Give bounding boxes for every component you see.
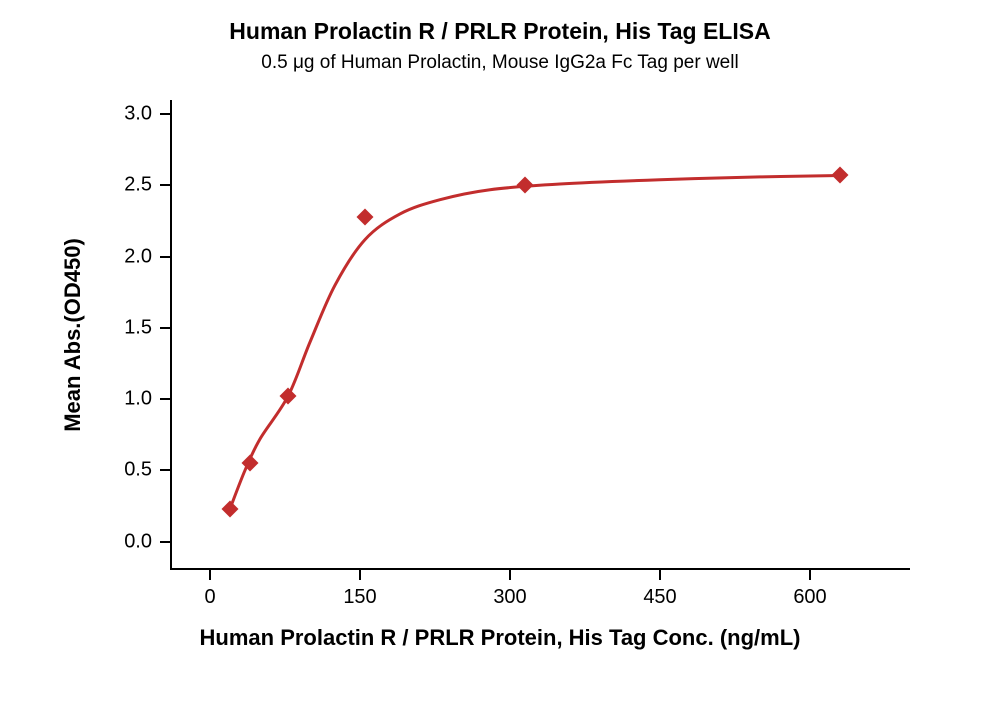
y-tick-label: 1.0 [108, 388, 152, 411]
y-tick [160, 398, 170, 400]
x-tick-label: 300 [493, 586, 526, 609]
y-tick-label: 0.0 [108, 530, 152, 553]
x-tick-label: 0 [204, 586, 215, 609]
x-tick [809, 570, 811, 580]
y-tick [160, 256, 170, 258]
y-tick-label: 2.5 [108, 174, 152, 197]
y-tick-label: 3.0 [108, 103, 152, 126]
y-tick [160, 327, 170, 329]
x-tick [359, 570, 361, 580]
x-tick [659, 570, 661, 580]
x-tick-label: 600 [793, 586, 826, 609]
x-tick [209, 570, 211, 580]
y-tick [160, 469, 170, 471]
chart-container: Human Prolactin R / PRLR Protein, His Ta… [0, 0, 1000, 702]
y-tick [160, 541, 170, 543]
y-tick-label: 2.0 [108, 245, 152, 268]
fit-curve [230, 175, 840, 508]
y-tick [160, 184, 170, 186]
y-tick-label: 0.5 [108, 459, 152, 482]
y-tick [160, 113, 170, 115]
y-tick-label: 1.5 [108, 316, 152, 339]
x-tick-label: 150 [343, 586, 376, 609]
x-tick [509, 570, 511, 580]
x-tick-label: 450 [643, 586, 676, 609]
